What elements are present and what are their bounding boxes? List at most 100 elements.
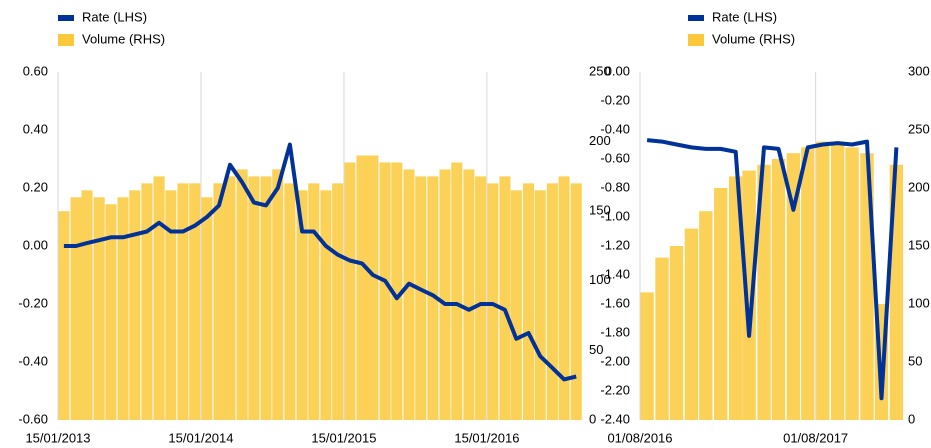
y2-tick-label: 150	[589, 203, 611, 218]
volume-bar	[260, 176, 272, 420]
y-tick-label: -0.40	[600, 121, 630, 136]
y-tick-label: -1.40	[600, 266, 630, 281]
x-tick-label: 01/08/2016	[607, 430, 672, 445]
volume-bar	[669, 246, 684, 420]
volume-bar	[391, 162, 403, 421]
volume-bar	[284, 183, 296, 420]
volume-bar	[224, 176, 236, 420]
y-tick-label: -1.80	[600, 324, 630, 339]
volume-bar	[356, 155, 368, 420]
volume-bar	[475, 176, 487, 420]
volume-bar	[201, 197, 213, 420]
legend-swatch	[58, 34, 74, 46]
volume-bar	[742, 170, 756, 420]
volume-bar	[570, 183, 582, 420]
y-tick-label: 0.20	[23, 179, 48, 194]
y-tick-label: 0.60	[23, 63, 48, 78]
volume-bar	[522, 183, 534, 420]
volume-bar	[248, 176, 260, 420]
volume-bar	[757, 164, 771, 420]
volume-bar	[177, 183, 189, 420]
y2-tick-label: 50	[908, 353, 922, 368]
y2-tick-label: 0	[589, 411, 596, 426]
legend-label: Rate (LHS)	[712, 9, 777, 24]
x-tick-label: 15/01/2013	[25, 430, 90, 445]
y-tick-label: -2.20	[600, 382, 630, 397]
y2-tick-label: 100	[589, 272, 611, 287]
volume-bar	[714, 188, 728, 420]
volume-bar	[499, 176, 511, 420]
y-tick-label: -0.20	[600, 92, 630, 107]
y-tick-label: 0.00	[23, 237, 48, 252]
volume-bar	[546, 183, 558, 420]
volume-bar	[640, 292, 654, 420]
y-tick-label: -2.40	[600, 411, 630, 426]
volume-bar	[332, 183, 344, 420]
volume-bar	[771, 159, 786, 420]
volume-bar	[344, 162, 356, 421]
y-tick-label: -0.60	[18, 411, 48, 426]
y-tick-label: -1.00	[600, 208, 630, 223]
volume-bar	[728, 176, 743, 420]
volume-bar	[153, 176, 165, 420]
volume-bar	[816, 141, 830, 420]
volume-bar	[439, 169, 451, 420]
x-tick-label: 15/01/2015	[311, 430, 376, 445]
volume-bar	[403, 169, 415, 420]
legend-swatch	[688, 15, 704, 21]
volume-bar	[463, 169, 475, 420]
legend-label: Volume (RHS)	[82, 31, 165, 46]
y-tick-label: -2.00	[600, 353, 630, 368]
volume-bar	[236, 169, 248, 420]
volume-bar	[189, 183, 201, 420]
volume-bar	[70, 197, 82, 420]
y-tick-label: -0.60	[600, 150, 630, 165]
y2-tick-label: 0	[908, 411, 915, 426]
volume-bar	[165, 190, 177, 420]
volume-bar	[830, 141, 845, 420]
y2-tick-label: 200	[589, 133, 611, 148]
volume-bar	[213, 183, 225, 420]
volume-bar	[93, 197, 105, 420]
volume-bar	[367, 155, 379, 420]
volume-bar	[655, 257, 669, 420]
y2-tick-label: 100	[908, 295, 930, 310]
y2-tick-label: 200	[908, 179, 930, 194]
y2-tick-label: 250	[589, 63, 611, 78]
volume-bar	[81, 190, 93, 420]
volume-bar	[272, 169, 284, 420]
volume-bar	[415, 176, 427, 420]
legend-swatch	[58, 15, 74, 21]
volume-bar	[510, 190, 522, 420]
volume-bar	[129, 190, 141, 420]
y2-tick-label: 300	[908, 63, 930, 78]
rate-line	[646, 138, 899, 401]
x-tick-label: 15/01/2016	[454, 430, 519, 445]
y2-tick-label: 150	[908, 237, 930, 252]
volume-bar	[684, 228, 699, 420]
rate-line	[63, 142, 577, 382]
volume-bar	[845, 147, 859, 420]
y2-tick-label: 50	[589, 342, 603, 357]
y-tick-label: 0.00	[605, 63, 630, 78]
volume-bar	[534, 190, 546, 420]
y-tick-label: -1.60	[600, 295, 630, 310]
volume-bar	[379, 162, 391, 421]
volume-bar	[427, 176, 439, 420]
volume-bar	[296, 190, 308, 420]
y-tick-label: -0.40	[18, 353, 48, 368]
volume-bar	[105, 204, 117, 420]
volume-bar	[699, 211, 713, 420]
y-tick-label: 0.40	[23, 121, 48, 136]
y-tick-label: -1.20	[600, 237, 630, 252]
volume-bar	[58, 211, 70, 420]
volume-bar	[801, 147, 815, 420]
y-tick-label: -0.80	[600, 179, 630, 194]
volume-bar	[558, 176, 570, 420]
x-tick-label: 15/01/2014	[168, 430, 233, 445]
legend-swatch	[688, 34, 704, 46]
volume-bar	[320, 190, 332, 420]
y-tick-label: -0.20	[18, 295, 48, 310]
x-tick-label: 01/08/2017	[783, 430, 848, 445]
